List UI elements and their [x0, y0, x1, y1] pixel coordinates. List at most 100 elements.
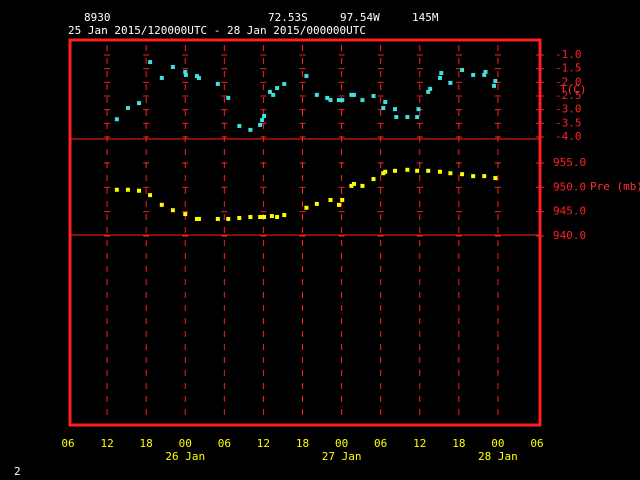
data-point: [314, 92, 319, 97]
data-point: [170, 65, 175, 70]
data-point: [258, 122, 263, 127]
y-tick-label: -3.5: [555, 116, 582, 129]
data-point: [471, 72, 476, 77]
data-point: [439, 71, 444, 76]
data-point: [482, 72, 487, 77]
data-point: [340, 98, 345, 103]
date-label: 26 Jan: [165, 450, 205, 463]
data-point: [340, 197, 345, 202]
x-tick-label: 18: [452, 437, 465, 450]
x-tick-label: 12: [100, 437, 113, 450]
data-point: [405, 115, 410, 120]
data-point: [493, 78, 498, 83]
data-point: [460, 68, 465, 73]
date-label: 28 Jan: [478, 450, 518, 463]
x-tick-label: 12: [257, 437, 270, 450]
data-point: [371, 94, 376, 98]
data-point: [304, 74, 309, 79]
y2-tick-label: 950.0: [553, 180, 586, 193]
data-point: [336, 98, 341, 103]
data-point: [426, 89, 431, 94]
y-tick-label: -2.5: [555, 89, 582, 102]
data-point: [493, 176, 498, 181]
data-point: [349, 183, 354, 188]
data-point: [275, 215, 280, 220]
data-point: [304, 205, 309, 210]
data-point: [428, 86, 433, 91]
data-point: [258, 215, 263, 220]
data-point: [392, 168, 397, 173]
data-point: [159, 75, 164, 80]
data-point: [114, 187, 119, 192]
data-point: [148, 193, 153, 198]
data-point: [349, 92, 354, 97]
x-tick-label: 06: [218, 437, 231, 450]
data-point: [371, 177, 376, 182]
data-point: [351, 181, 356, 186]
data-point: [325, 95, 330, 100]
x-tick-label: 18: [140, 437, 153, 450]
y2-tick-label: 955.0: [553, 156, 586, 169]
data-point: [471, 174, 476, 179]
x-tick-label: 12: [413, 437, 426, 450]
y-tick-label: -1.0: [555, 48, 582, 61]
y2-tick-label: 945.0: [553, 205, 586, 218]
date-label: 27 Jan: [322, 450, 362, 463]
data-point: [267, 89, 272, 94]
data-point: [196, 216, 201, 221]
data-point: [437, 75, 442, 80]
x-tick-label: 00: [335, 437, 348, 450]
data-point: [271, 92, 276, 97]
data-point: [351, 92, 356, 97]
data-point: [170, 208, 175, 213]
data-point: [360, 183, 365, 188]
longitude: 97.54W: [340, 11, 380, 24]
data-point: [483, 69, 488, 74]
data-point: [248, 127, 253, 132]
data-point: [226, 216, 231, 221]
data-point: [262, 113, 267, 118]
frame: [68, 38, 542, 427]
data-point: [148, 60, 153, 65]
data-point: [114, 117, 119, 122]
data-point: [360, 98, 365, 103]
data-point: [226, 95, 231, 100]
data-point: [262, 215, 267, 220]
data-point: [314, 201, 319, 206]
data-point: [215, 81, 220, 86]
data-point: [125, 187, 130, 192]
x-tick-label: 00: [491, 437, 504, 450]
y2-tick-label: 940.0: [553, 229, 586, 242]
data-point: [183, 72, 188, 77]
data-point: [448, 80, 453, 85]
footer: 2: [14, 465, 21, 478]
data-point: [415, 115, 420, 120]
data-point: [282, 213, 287, 218]
y-tick-label: -4.0: [555, 130, 582, 143]
data-point: [183, 69, 188, 74]
data-point: [248, 215, 253, 220]
data-point: [492, 83, 497, 88]
data-point: [426, 168, 431, 173]
data-point: [125, 106, 130, 111]
data-point: [260, 118, 265, 123]
station-id: 8930: [84, 11, 111, 24]
data-point: [394, 115, 399, 120]
data-point: [437, 169, 442, 174]
data-point: [460, 172, 465, 177]
data-point: [237, 124, 242, 129]
y-tick-label: -3.0: [555, 103, 582, 116]
data-point: [237, 215, 242, 220]
data-point: [269, 214, 274, 219]
data-point: [196, 75, 201, 80]
data-point: [482, 174, 487, 179]
y-tick-label: -2.0: [555, 75, 582, 88]
data-point: [159, 202, 164, 207]
data-point: [383, 169, 388, 174]
data-point: [137, 101, 142, 106]
data-point: [383, 100, 388, 105]
data-point: [183, 212, 188, 217]
x-tick-label: 18: [296, 437, 309, 450]
data-point: [415, 168, 420, 173]
